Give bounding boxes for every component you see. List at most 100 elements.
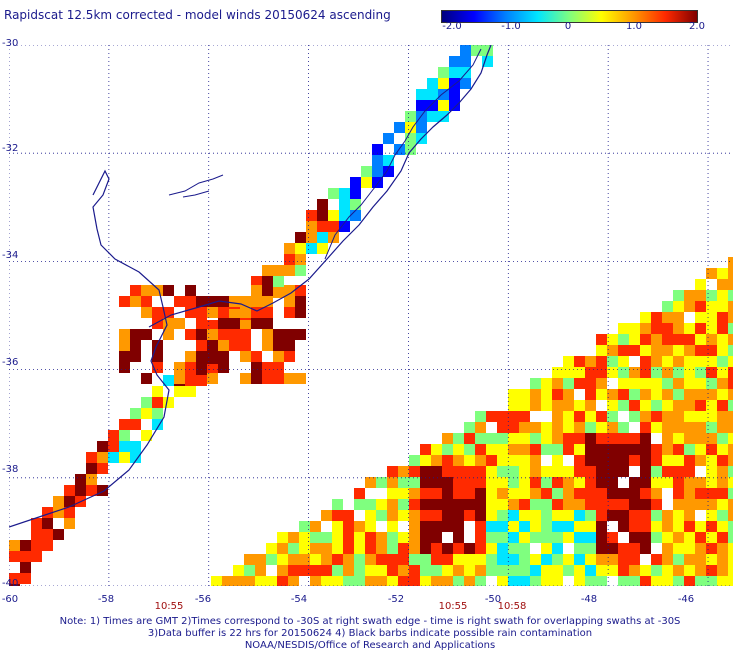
swath-cell xyxy=(596,367,607,378)
colorbar-tick: -1.0 xyxy=(501,21,521,32)
swath-cell xyxy=(442,499,453,510)
swath-cell xyxy=(130,340,141,351)
swath-cell xyxy=(288,554,299,565)
swath-cell xyxy=(695,521,706,532)
swath-cell xyxy=(706,521,717,532)
swath-cell xyxy=(574,356,585,367)
swath-cell xyxy=(585,466,596,477)
swath-cell xyxy=(365,510,376,521)
swath-cell xyxy=(251,285,262,296)
swath-cell xyxy=(20,551,31,562)
swath-cell xyxy=(574,367,585,378)
swath-cell xyxy=(519,554,530,565)
swath-cell xyxy=(695,367,706,378)
swath-cell xyxy=(409,455,420,466)
swath-cell xyxy=(629,378,640,389)
swath-cell xyxy=(574,565,585,576)
swath-cell xyxy=(662,301,673,312)
swath-cell xyxy=(244,576,255,586)
swath-cell xyxy=(409,510,420,521)
swath-cell xyxy=(497,488,508,499)
swath-cell xyxy=(497,554,508,565)
swath-cell xyxy=(728,301,733,312)
swath-cell xyxy=(662,455,673,466)
swath-cell xyxy=(163,397,174,408)
swath-cell xyxy=(196,296,207,307)
swath-cell xyxy=(442,565,453,576)
swath-cell xyxy=(398,532,409,543)
swath-cell xyxy=(508,510,519,521)
swath-cell xyxy=(563,466,574,477)
swath-cell xyxy=(695,356,706,367)
swath-cell xyxy=(284,254,295,265)
swath-cell xyxy=(728,466,733,477)
lon-label: -50 xyxy=(484,594,502,605)
swath-cell xyxy=(651,345,662,356)
swath-cell xyxy=(475,521,486,532)
swath-cell xyxy=(706,345,717,356)
swath-cell xyxy=(475,510,486,521)
swath-cell xyxy=(684,367,695,378)
swath-cell xyxy=(662,477,673,488)
swath-cell xyxy=(240,307,251,318)
swath-cell xyxy=(728,389,733,400)
swath-cell xyxy=(251,362,262,373)
swath-cell xyxy=(497,433,508,444)
swath-cell xyxy=(717,444,728,455)
swath-cell xyxy=(64,507,75,518)
swath-cell xyxy=(695,378,706,389)
swath-cell xyxy=(695,554,706,565)
swath-cell xyxy=(651,334,662,345)
swath-cell xyxy=(405,111,416,122)
swath-cell xyxy=(449,89,460,100)
swath-cell xyxy=(717,312,728,323)
swath-cell xyxy=(207,296,218,307)
swath-cell xyxy=(486,477,497,488)
swath-cell xyxy=(387,521,398,532)
swath-cell xyxy=(464,554,475,565)
swath-cell xyxy=(262,362,273,373)
swath-cell xyxy=(618,389,629,400)
swath-cell xyxy=(383,166,394,177)
swath-cell xyxy=(262,307,273,318)
swath-cell xyxy=(541,378,552,389)
swath-cell xyxy=(277,554,288,565)
swath-cell xyxy=(420,554,431,565)
swath-cell xyxy=(563,433,574,444)
swath-cell xyxy=(596,334,607,345)
swath-cell xyxy=(618,323,629,334)
swath-cell xyxy=(299,543,310,554)
swath-cell xyxy=(387,499,398,510)
swath-cell xyxy=(229,329,240,340)
swath-cell xyxy=(607,367,618,378)
swath-cell xyxy=(42,518,53,529)
swath-cell xyxy=(31,518,42,529)
swath-cell xyxy=(185,386,196,397)
swath-cell xyxy=(321,543,332,554)
swath-cell xyxy=(218,307,229,318)
swath-cell xyxy=(585,554,596,565)
swath-cell xyxy=(409,565,420,576)
swath-cell xyxy=(86,452,97,463)
swath-cell xyxy=(284,285,295,296)
swath-cell xyxy=(651,466,662,477)
swath-cell xyxy=(607,565,618,576)
swath-cell xyxy=(563,378,574,389)
swath-cell xyxy=(530,422,541,433)
swath-cell xyxy=(497,455,508,466)
swath-cell xyxy=(420,477,431,488)
swath-cell xyxy=(717,565,728,576)
swath-cell xyxy=(585,488,596,499)
swath-cell xyxy=(240,373,251,384)
swath-cell xyxy=(365,477,376,488)
swath-cell xyxy=(684,554,695,565)
swath-cell xyxy=(486,433,497,444)
swath-cell xyxy=(508,499,519,510)
swath-cell xyxy=(629,367,640,378)
swath-cell xyxy=(552,422,563,433)
swath-cell xyxy=(552,576,563,586)
swath-cell xyxy=(152,307,163,318)
swath-cell xyxy=(295,265,306,276)
swath-cell xyxy=(640,334,651,345)
swath-cell xyxy=(596,411,607,422)
